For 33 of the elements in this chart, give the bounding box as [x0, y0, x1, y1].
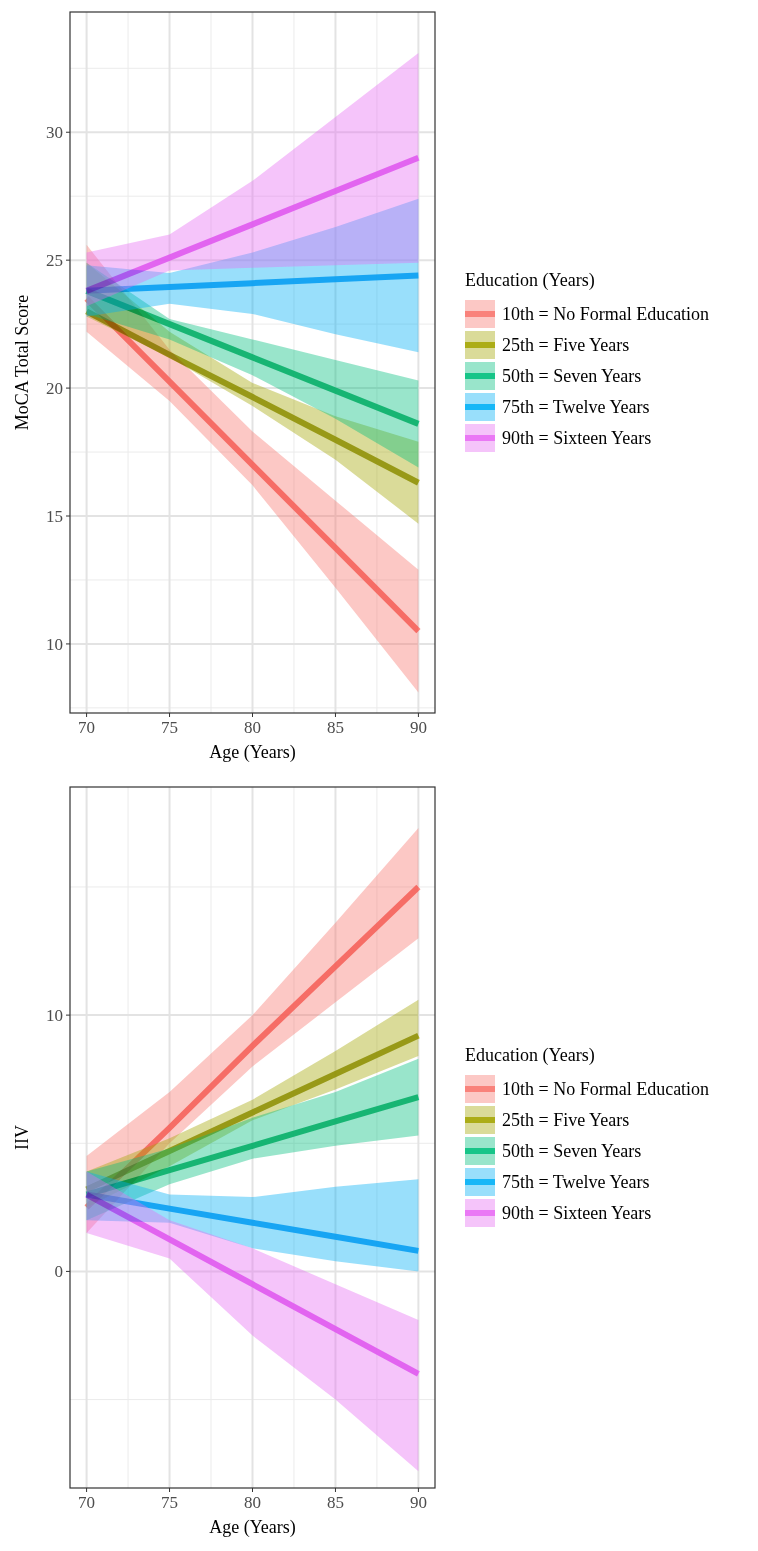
legend-label: 50th = Seven Years	[502, 1141, 642, 1162]
y-tick-label: 20	[46, 379, 63, 399]
x-tick-label: 80	[244, 718, 261, 737]
y-axis-title: IIV	[12, 1125, 32, 1150]
legend-label: 25th = Five Years	[502, 1110, 630, 1131]
y-axis-title: MoCA Total Score	[12, 294, 32, 431]
x-tick-label: 70	[78, 1493, 96, 1512]
legend-label: 75th = Twelve Years	[502, 1172, 650, 1193]
x-tick-label: 85	[326, 718, 344, 737]
legend-label: 25th = Five Years	[502, 335, 630, 356]
y-tick-label: 10	[46, 634, 63, 654]
legend-label: 90th = Sixteen Years	[502, 428, 652, 449]
x-axis-title: Age (Years)	[209, 742, 296, 763]
legend-label: 10th = No Formal Education	[502, 1079, 710, 1100]
y-tick-label: 10	[46, 1006, 63, 1026]
x-tick-label: 75	[161, 1493, 179, 1512]
legend-label: 10th = No Formal Education	[502, 304, 710, 325]
x-tick-label: 90	[409, 718, 427, 737]
legend-title: Education (Years)	[465, 270, 595, 291]
x-tick-label: 90	[409, 1493, 427, 1512]
legend-label: 75th = Twelve Years	[502, 397, 650, 418]
y-tick-label: 30	[46, 123, 63, 143]
x-axis-title: Age (Years)	[209, 1517, 296, 1538]
y-tick-label: 25	[46, 251, 63, 271]
x-tick-label: 75	[161, 718, 179, 737]
legend-label: 50th = Seven Years	[502, 366, 642, 387]
x-tick-label: 70	[78, 718, 96, 737]
y-tick-label: 0	[54, 1262, 63, 1282]
x-tick-label: 85	[326, 1493, 344, 1512]
legend-label: 90th = Sixteen Years	[502, 1203, 652, 1224]
legend-title: Education (Years)	[465, 1045, 595, 1066]
y-tick-label: 15	[46, 506, 63, 526]
x-tick-label: 80	[244, 1493, 261, 1512]
